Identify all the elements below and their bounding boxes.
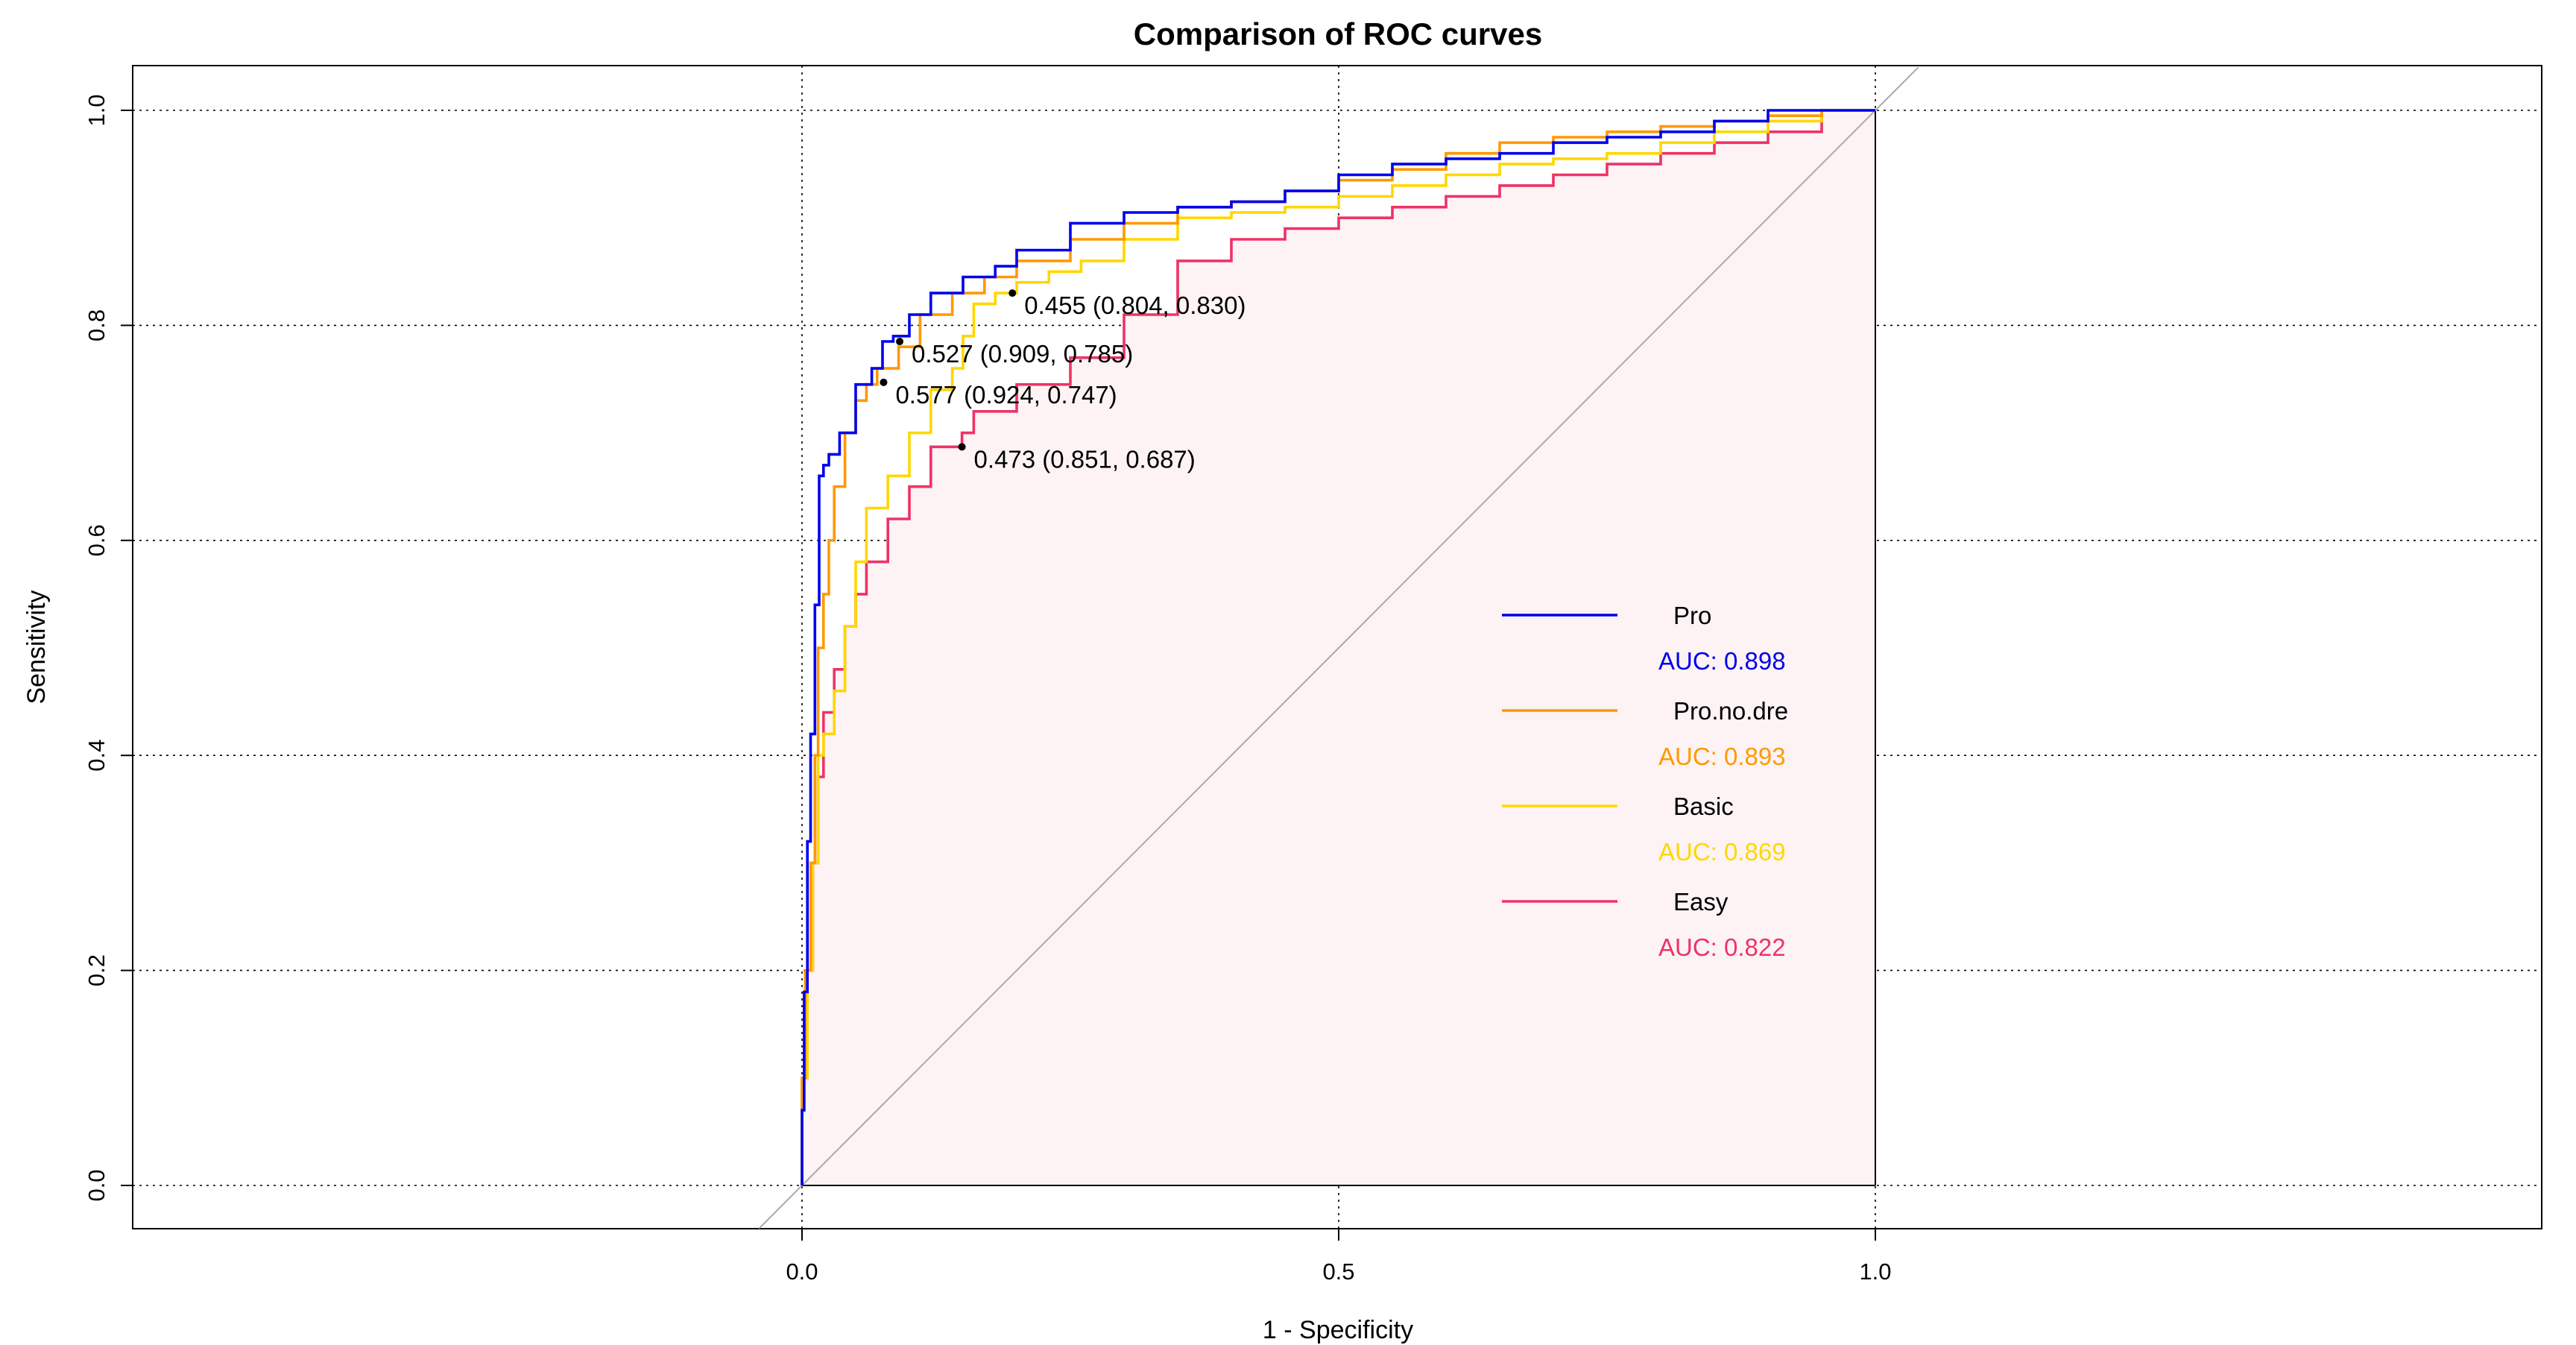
y-tick-label: 0.4 <box>83 740 110 772</box>
legend-auc-pro-no-dre: AUC: 0.893 <box>1658 743 1786 770</box>
diagonal-reference-line <box>758 66 1919 1229</box>
legend: Pro AUC: 0.898 Pro.no.dre AUC: 0.893 Basic AU… <box>1502 602 1788 961</box>
series-line-pro-no-dre <box>801 109 1875 1185</box>
y-tick-label: 0.8 <box>83 309 110 341</box>
threshold-label: 0.577 (0.924, 0.747) <box>895 381 1117 409</box>
threshold-annotations: 0.455 (0.804, 0.830) 0.527 (0.909, 0.785)… <box>880 289 1246 473</box>
axis-ticks: 0.0 0.5 1.0 0.0 0.2 0.4 0.6 0.8 1.0 <box>83 94 1892 1285</box>
legend-auc-basic: AUC: 0.869 <box>1658 838 1786 866</box>
threshold-point <box>958 443 966 451</box>
threshold-point <box>1008 289 1017 297</box>
x-tick-label: 1.0 <box>1859 1259 1891 1285</box>
y-tick-label: 1.0 <box>83 94 110 126</box>
plot-frame <box>132 65 2542 1229</box>
diagonal-line <box>758 66 1919 1229</box>
y-axis-title: Sensitivity <box>22 590 51 704</box>
threshold-label: 0.473 (0.851, 0.687) <box>974 445 1196 473</box>
series-line-pro <box>801 109 1875 1185</box>
roc-series <box>801 109 1875 1185</box>
legend-label-basic: Basic <box>1673 793 1734 820</box>
x-tick-label: 0.0 <box>786 1259 818 1285</box>
threshold-point <box>880 378 888 386</box>
chart-title: Comparison of ROC curves <box>1134 16 1542 51</box>
x-tick-label: 0.5 <box>1322 1259 1354 1285</box>
legend-label-pro: Pro <box>1673 602 1711 629</box>
threshold-label: 0.455 (0.804, 0.830) <box>1024 292 1246 319</box>
y-tick-label: 0.6 <box>83 524 110 556</box>
y-tick-label: 0.2 <box>83 954 110 986</box>
y-tick-label: 0.0 <box>83 1169 110 1201</box>
x-axis-title: 1 - Specificity <box>1263 1316 1413 1344</box>
legend-label-pro-no-dre: Pro.no.dre <box>1673 697 1788 725</box>
threshold-label: 0.527 (0.909, 0.785) <box>912 340 1133 368</box>
legend-label-easy: Easy <box>1673 888 1729 916</box>
legend-auc-easy: AUC: 0.822 <box>1658 933 1786 961</box>
legend-auc-pro: AUC: 0.898 <box>1658 647 1786 675</box>
grid-lines <box>133 66 2542 1229</box>
threshold-point <box>896 338 904 346</box>
series-line-basic <box>801 109 1875 1185</box>
